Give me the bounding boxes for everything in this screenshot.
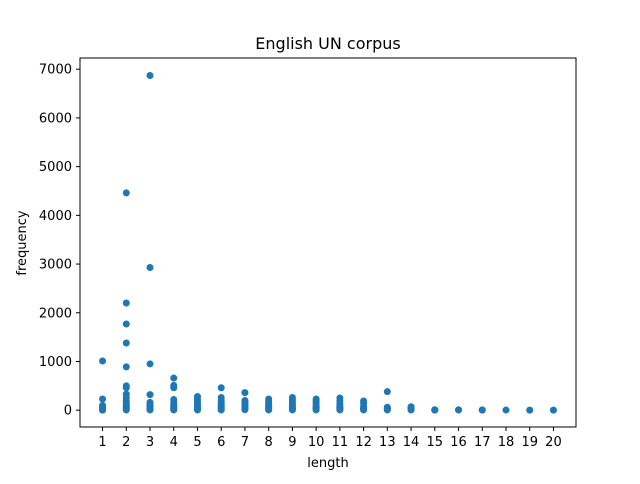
data-point bbox=[122, 363, 130, 371]
data-point bbox=[122, 384, 130, 392]
data-point bbox=[146, 360, 154, 368]
data-point bbox=[241, 389, 249, 397]
data-point bbox=[99, 395, 107, 403]
y-tick-label: 1000 bbox=[39, 355, 72, 370]
data-point bbox=[383, 406, 391, 414]
x-tick-label: 14 bbox=[403, 435, 420, 450]
data-point bbox=[478, 406, 486, 414]
x-tick-label: 6 bbox=[217, 435, 225, 450]
data-point bbox=[431, 406, 439, 414]
x-tick-label: 4 bbox=[170, 435, 178, 450]
y-tick-label: 5000 bbox=[39, 160, 72, 175]
x-axis-ticks: 1 2 3 4 5 6 7 8 9 10 11 12 13 14 15 16 17 18 19 20 bbox=[98, 427, 562, 450]
x-tick-label: 13 bbox=[379, 435, 396, 450]
y-tick-label: 6000 bbox=[39, 111, 72, 126]
x-tick-label: 19 bbox=[521, 435, 538, 450]
x-tick-label: 3 bbox=[146, 435, 154, 450]
data-point bbox=[170, 384, 178, 392]
data-point bbox=[288, 406, 296, 414]
data-point bbox=[122, 299, 130, 307]
data-point bbox=[502, 406, 510, 414]
x-tick-label: 15 bbox=[427, 435, 444, 450]
data-point bbox=[241, 406, 249, 414]
data-point bbox=[455, 406, 463, 414]
data-point bbox=[336, 406, 344, 414]
data-point bbox=[170, 374, 178, 382]
y-axis-ticks: 0 1000 2000 3000 4000 5000 6000 7000 bbox=[39, 63, 80, 419]
data-point bbox=[526, 406, 534, 414]
data-point bbox=[122, 320, 130, 328]
data-point bbox=[312, 406, 320, 414]
data-point bbox=[407, 406, 415, 414]
data-point bbox=[146, 406, 154, 414]
x-tick-label: 17 bbox=[474, 435, 491, 450]
data-point bbox=[146, 263, 154, 271]
x-tick-label: 10 bbox=[308, 435, 325, 450]
x-tick-label: 8 bbox=[265, 435, 273, 450]
data-point bbox=[265, 406, 273, 414]
y-tick-label: 3000 bbox=[39, 258, 72, 273]
x-tick-label: 1 bbox=[98, 435, 106, 450]
data-point bbox=[217, 406, 225, 414]
x-tick-label: 2 bbox=[122, 435, 130, 450]
y-tick-label: 4000 bbox=[39, 209, 72, 224]
axes-frame bbox=[79, 57, 577, 428]
data-point bbox=[122, 406, 130, 414]
data-point bbox=[170, 406, 178, 414]
y-axis-label: frequency bbox=[15, 210, 30, 276]
data-point bbox=[99, 357, 107, 365]
x-tick-label: 12 bbox=[355, 435, 372, 450]
x-tick-label: 7 bbox=[241, 435, 249, 450]
y-tick-label: 7000 bbox=[39, 63, 72, 78]
data-point bbox=[217, 384, 225, 392]
data-point bbox=[122, 189, 130, 197]
data-point bbox=[146, 72, 154, 80]
data-point bbox=[549, 406, 557, 414]
data-point bbox=[122, 339, 130, 347]
x-tick-label: 5 bbox=[193, 435, 201, 450]
x-tick-label: 20 bbox=[545, 435, 562, 450]
x-tick-label: 18 bbox=[498, 435, 515, 450]
x-axis-label: length bbox=[307, 456, 348, 471]
x-tick-label: 16 bbox=[450, 435, 467, 450]
points-layer bbox=[99, 72, 557, 414]
y-tick-label: 2000 bbox=[39, 306, 72, 321]
data-point bbox=[193, 406, 201, 414]
data-point bbox=[360, 406, 368, 414]
data-point bbox=[146, 391, 154, 399]
x-tick-label: 11 bbox=[332, 435, 349, 450]
x-tick-label: 9 bbox=[288, 435, 296, 450]
data-point bbox=[383, 388, 391, 396]
data-point bbox=[99, 406, 107, 414]
y-tick-label: 0 bbox=[64, 404, 72, 419]
chart-title: English UN corpus bbox=[255, 34, 400, 53]
